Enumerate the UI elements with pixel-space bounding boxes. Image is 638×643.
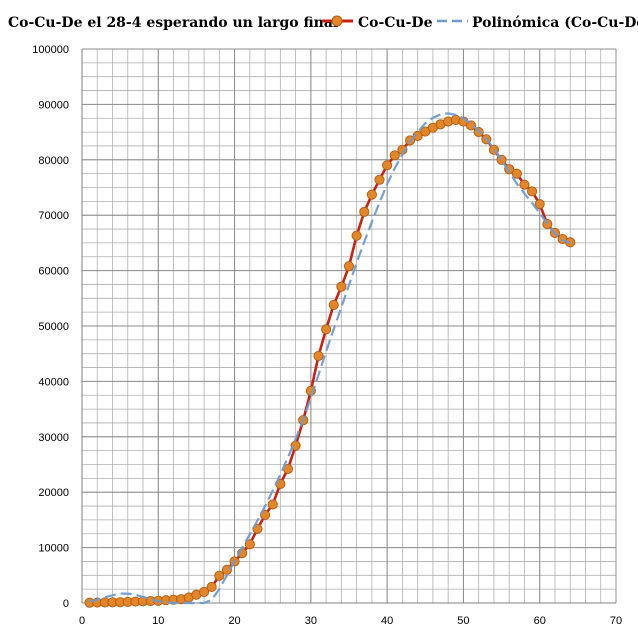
title-area: Co-Cu-De el 28-4 esperando un largo fina… (8, 15, 338, 31)
y-tick-label: 0 (63, 598, 69, 610)
data-point (366, 189, 377, 200)
series-line-polinomica-trend (89, 112, 571, 605)
legend: Co-Cu-De Polinómica (Co-Cu-De) (322, 15, 638, 31)
x-tick-label: 40 (381, 615, 393, 627)
major-gridlines (81, 48, 617, 604)
x-tick-label: 50 (457, 615, 469, 627)
x-tick-label: 60 (534, 615, 546, 627)
y-tick-label: 30000 (38, 432, 69, 444)
x-tick-label: 20 (228, 615, 240, 627)
data-point (206, 581, 217, 592)
data-point (328, 299, 339, 310)
y-tick-label: 90000 (38, 99, 69, 111)
legend-label-series: Co-Cu-De (358, 15, 433, 31)
data-point (321, 324, 332, 335)
data-point (199, 586, 210, 597)
x-tick-label: 0 (79, 615, 85, 627)
legend-marker-series (331, 15, 343, 27)
y-tick-labels: 0 10000 20000 30000 40000 50000 60000 70000 8000… (32, 44, 69, 610)
x-tick-label: 30 (305, 615, 317, 627)
data-point (519, 179, 530, 190)
data-point (351, 230, 362, 241)
y-tick-label: 60000 (38, 266, 69, 278)
y-tick-label: 40000 (38, 376, 69, 388)
data-point (313, 350, 324, 361)
y-tick-label: 20000 (38, 487, 69, 499)
x-tick-labels: 0 10 20 30 40 50 60 70 (79, 615, 622, 627)
data-point (534, 199, 545, 210)
y-tick-label: 70000 (38, 210, 69, 222)
data-point (359, 206, 370, 217)
data-point (214, 570, 225, 581)
data-point (511, 168, 522, 179)
y-tick-label: 100000 (32, 44, 69, 56)
data-point (267, 499, 278, 510)
x-tick-label: 10 (152, 615, 164, 627)
legend-label-trend: Polinómica (Co-Cu-De) (472, 15, 638, 31)
data-point (374, 174, 385, 185)
data-point (343, 261, 355, 272)
data-point (244, 539, 255, 550)
data-point (527, 186, 538, 197)
data-point (382, 160, 393, 171)
x-tick-label: 70 (610, 615, 622, 627)
y-tick-label: 50000 (38, 321, 69, 333)
y-tick-label: 80000 (38, 155, 69, 167)
data-point (412, 130, 423, 142)
data-point (336, 281, 347, 292)
chart-title: Co-Cu-De el 28-4 esperando un largo fina… (8, 15, 338, 31)
data-point (389, 150, 400, 161)
series-layer (84, 112, 576, 608)
y-tick-label: 10000 (38, 543, 69, 555)
